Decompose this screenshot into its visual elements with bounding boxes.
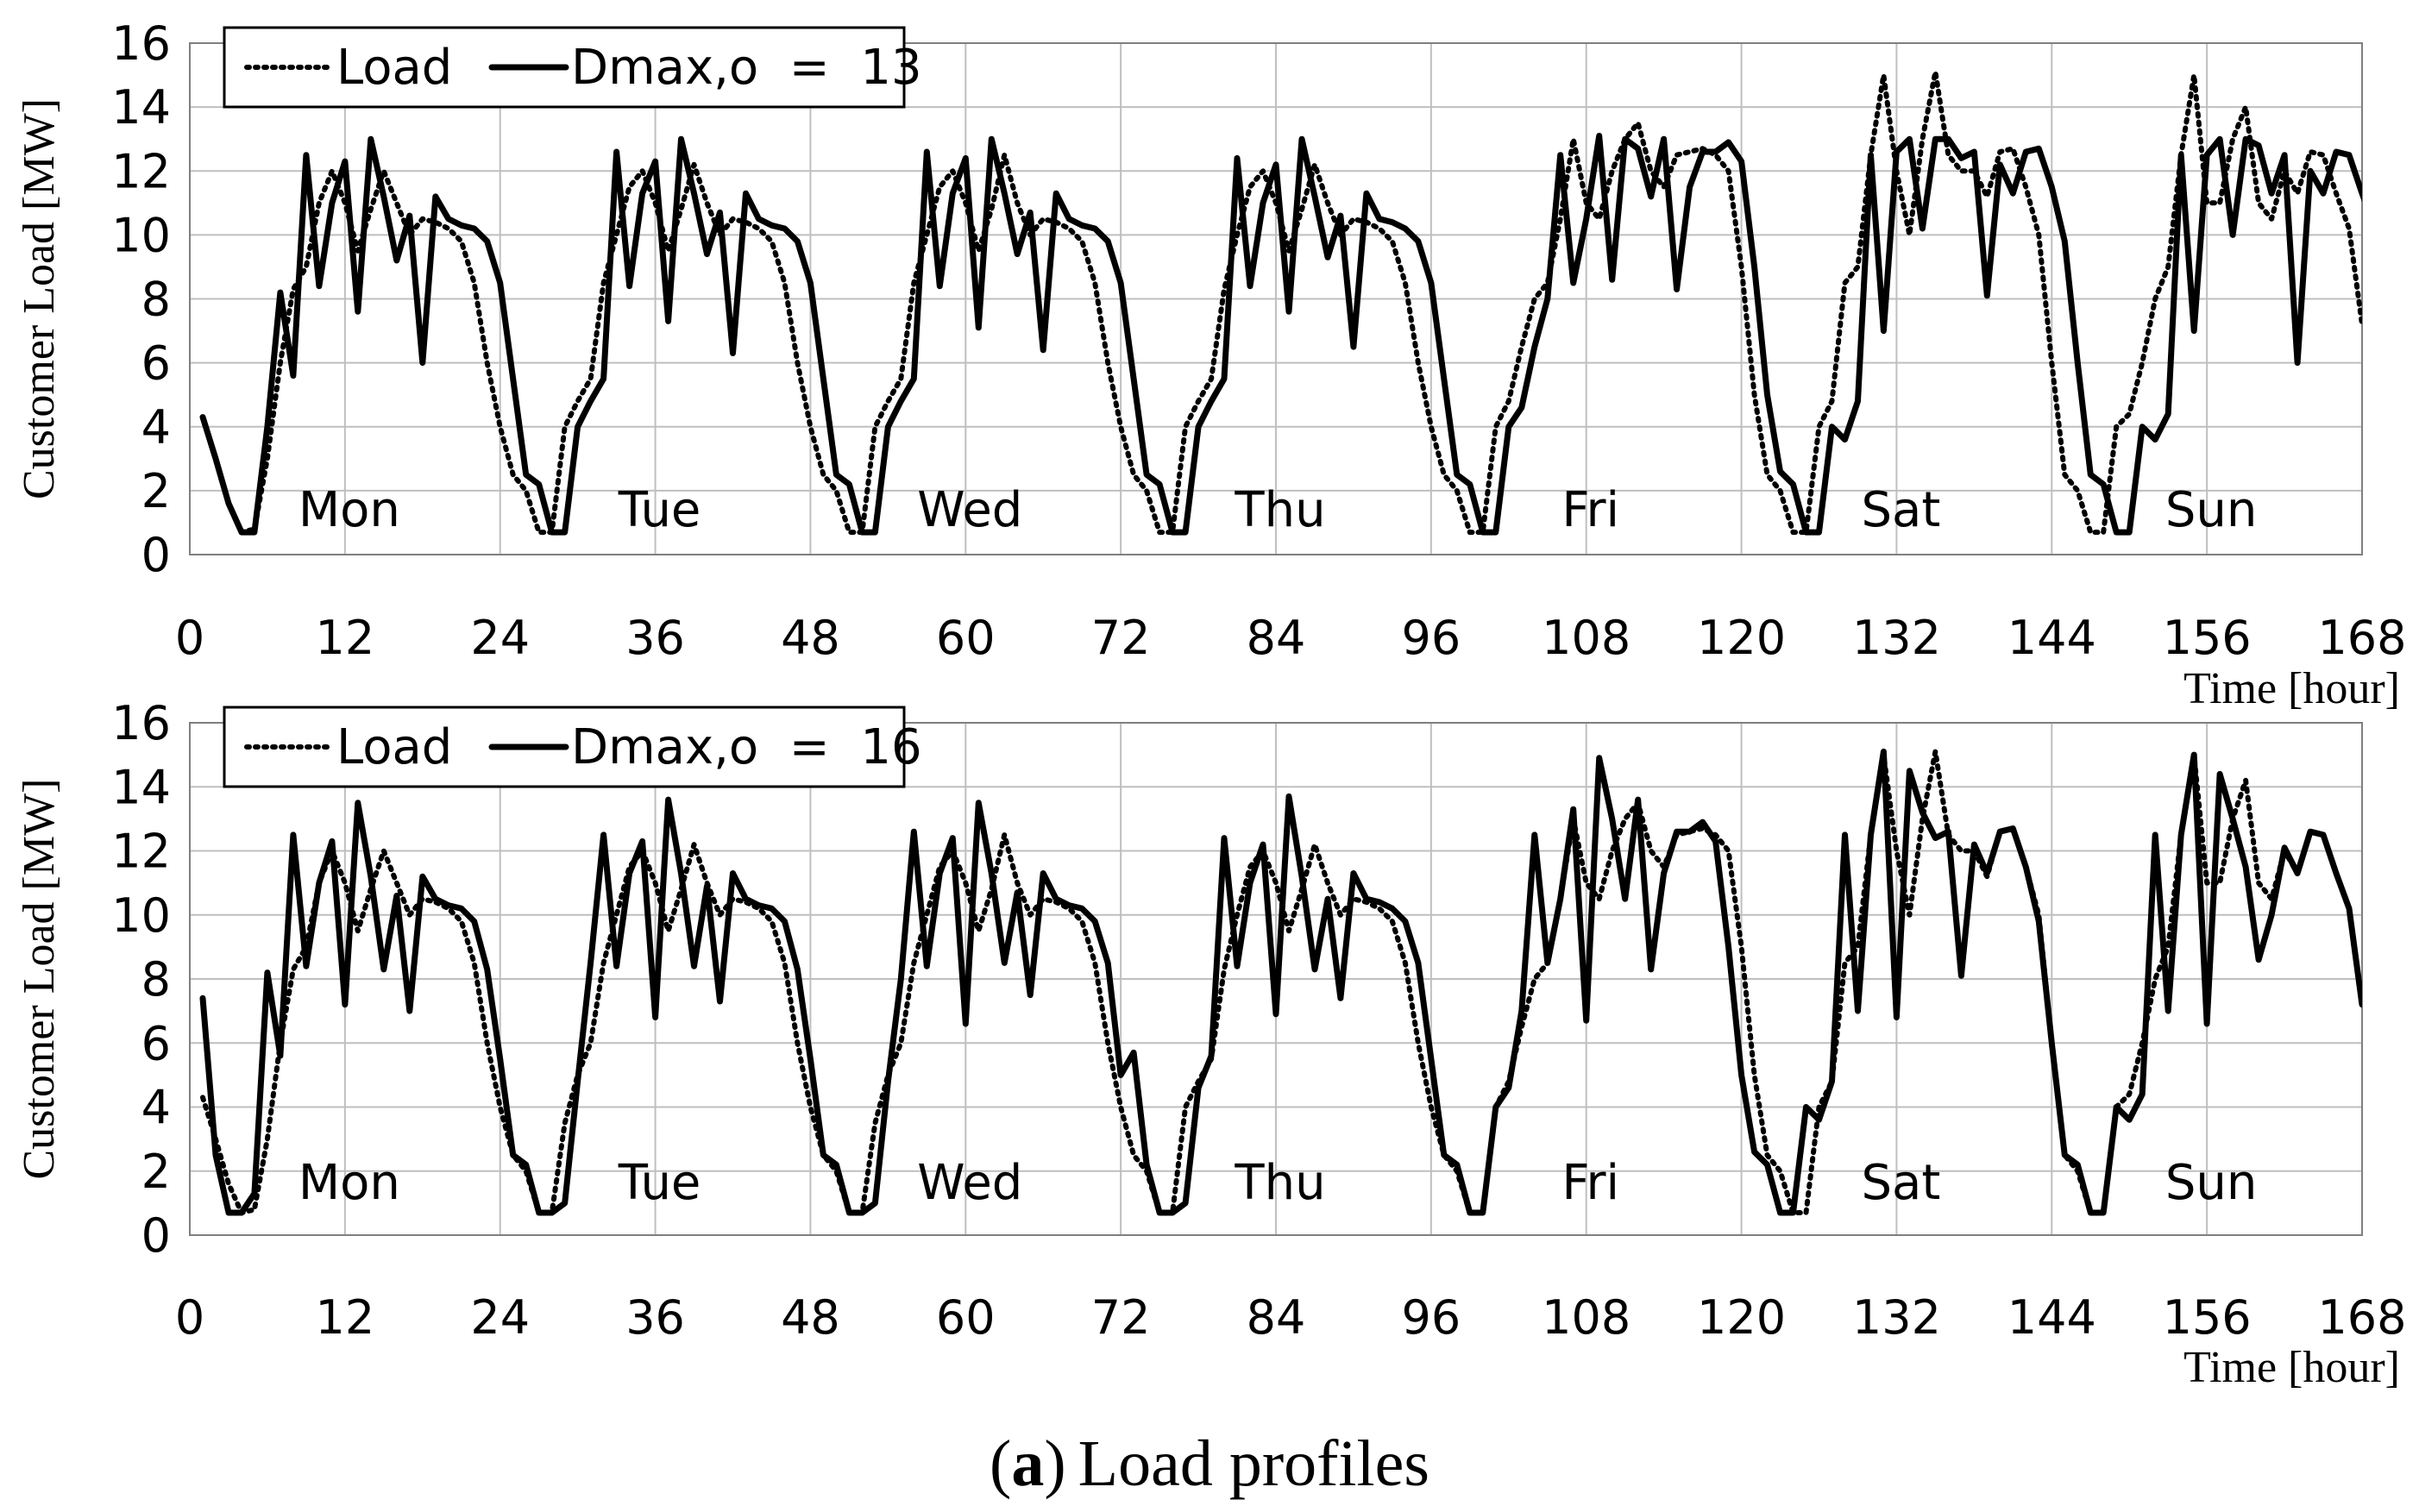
y-tick-label: 16	[111, 16, 171, 71]
x-tick-label: 36	[625, 1290, 685, 1345]
y-tick-label: 4	[141, 1081, 171, 1135]
x-tick-label: 12	[315, 611, 374, 665]
legend-dmax-label: Dmax,o = 16	[571, 719, 922, 775]
day-label: Wed	[917, 1155, 1022, 1211]
x-tick-label: 60	[936, 1290, 996, 1345]
day-label: Tue	[618, 1155, 701, 1211]
x-tick-label: 72	[1091, 1290, 1151, 1345]
y-tick-label: 12	[111, 144, 171, 198]
x-tick-label: 108	[1542, 611, 1630, 665]
day-label: Wed	[917, 482, 1022, 538]
x-tick-label: 0	[175, 611, 204, 665]
series-load-line	[200, 749, 2362, 1215]
y-tick-label: 8	[141, 952, 171, 1007]
y-tick-label: 2	[141, 464, 171, 518]
x-axis-title: Time [hour]	[2183, 664, 2400, 713]
legend-load-label: Load	[336, 40, 452, 96]
x-tick-label: 24	[470, 611, 530, 665]
x-tick-label: 144	[2007, 611, 2096, 665]
x-tick-label: 156	[2163, 611, 2252, 665]
series-dmax-line	[199, 748, 2362, 1216]
x-tick-label: 0	[175, 1290, 204, 1345]
y-tick-label: 16	[111, 696, 171, 750]
y-tick-label: 12	[111, 825, 171, 879]
x-tick-label: 36	[625, 611, 685, 665]
x-tick-label: 84	[1247, 1290, 1306, 1345]
day-label: Sat	[1862, 1155, 1941, 1211]
y-tick-label: 2	[141, 1145, 171, 1199]
caption-open-paren: (	[990, 1427, 1011, 1500]
caption-close-paren: )	[1044, 1427, 1065, 1500]
x-tick-label: 84	[1247, 611, 1306, 665]
day-label: Sat	[1862, 482, 1941, 538]
caption-text: Load profiles	[1078, 1427, 1429, 1500]
plot-frame	[189, 722, 2363, 1236]
x-tick-label: 132	[1852, 1290, 1941, 1345]
y-tick-label: 0	[141, 528, 171, 582]
legend: Load Dmax,o = 13	[223, 26, 922, 109]
x-tick-label: 120	[1697, 611, 1786, 665]
y-tick-label: 6	[141, 1016, 171, 1070]
x-axis-title: Time [hour]	[2183, 1343, 2400, 1392]
plot-frame	[189, 42, 2363, 555]
x-tick-label: 168	[2317, 1290, 2406, 1345]
x-tick-label: 108	[1542, 1290, 1630, 1345]
day-label: Fri	[1561, 482, 1619, 538]
y-tick-label: 0	[141, 1208, 171, 1263]
x-tick-label: 24	[470, 1290, 530, 1345]
x-tick-label: 72	[1091, 611, 1151, 665]
x-tick-label: 96	[1401, 1290, 1461, 1345]
x-tick-label: 96	[1401, 611, 1461, 665]
y-tick-label: 14	[111, 760, 171, 814]
day-label: Sun	[2165, 482, 2258, 538]
day-label: Thu	[1234, 1155, 1325, 1211]
day-label: Tue	[618, 482, 701, 538]
x-tick-label: 60	[936, 611, 996, 665]
day-label: Sun	[2165, 1155, 2258, 1211]
legend-dmax-label: Dmax,o = 13	[571, 40, 922, 96]
y-tick-label: 14	[111, 80, 171, 135]
figure-caption: (a) Load profiles	[990, 1427, 1429, 1500]
y-axis-title: Customer Load [MW]	[15, 98, 64, 499]
series-dmax-line	[199, 133, 2362, 536]
x-tick-label: 144	[2007, 1290, 2096, 1345]
x-tick-label: 120	[1697, 1290, 1786, 1345]
x-tick-label: 156	[2163, 1290, 2252, 1345]
y-tick-label: 8	[141, 273, 171, 327]
y-tick-label: 6	[141, 336, 171, 391]
x-tick-label: 12	[315, 1290, 374, 1345]
y-axis-title: Customer Load [MW]	[15, 778, 64, 1179]
legend: Load Dmax,o = 16	[223, 706, 922, 788]
legend-load-label: Load	[336, 719, 452, 775]
x-tick-label: 132	[1852, 611, 1941, 665]
y-tick-label: 10	[111, 208, 171, 262]
y-tick-label: 4	[141, 400, 171, 455]
day-label: Fri	[1561, 1155, 1619, 1211]
x-tick-label: 48	[781, 1290, 840, 1345]
day-label: Mon	[298, 1155, 400, 1211]
x-tick-label: 48	[781, 611, 840, 665]
x-tick-label: 168	[2317, 611, 2406, 665]
y-tick-label: 10	[111, 888, 171, 943]
day-label: Thu	[1234, 482, 1325, 538]
caption-panel-letter: a	[1011, 1427, 1044, 1500]
day-label: Mon	[298, 482, 400, 538]
legend-box	[223, 26, 906, 109]
